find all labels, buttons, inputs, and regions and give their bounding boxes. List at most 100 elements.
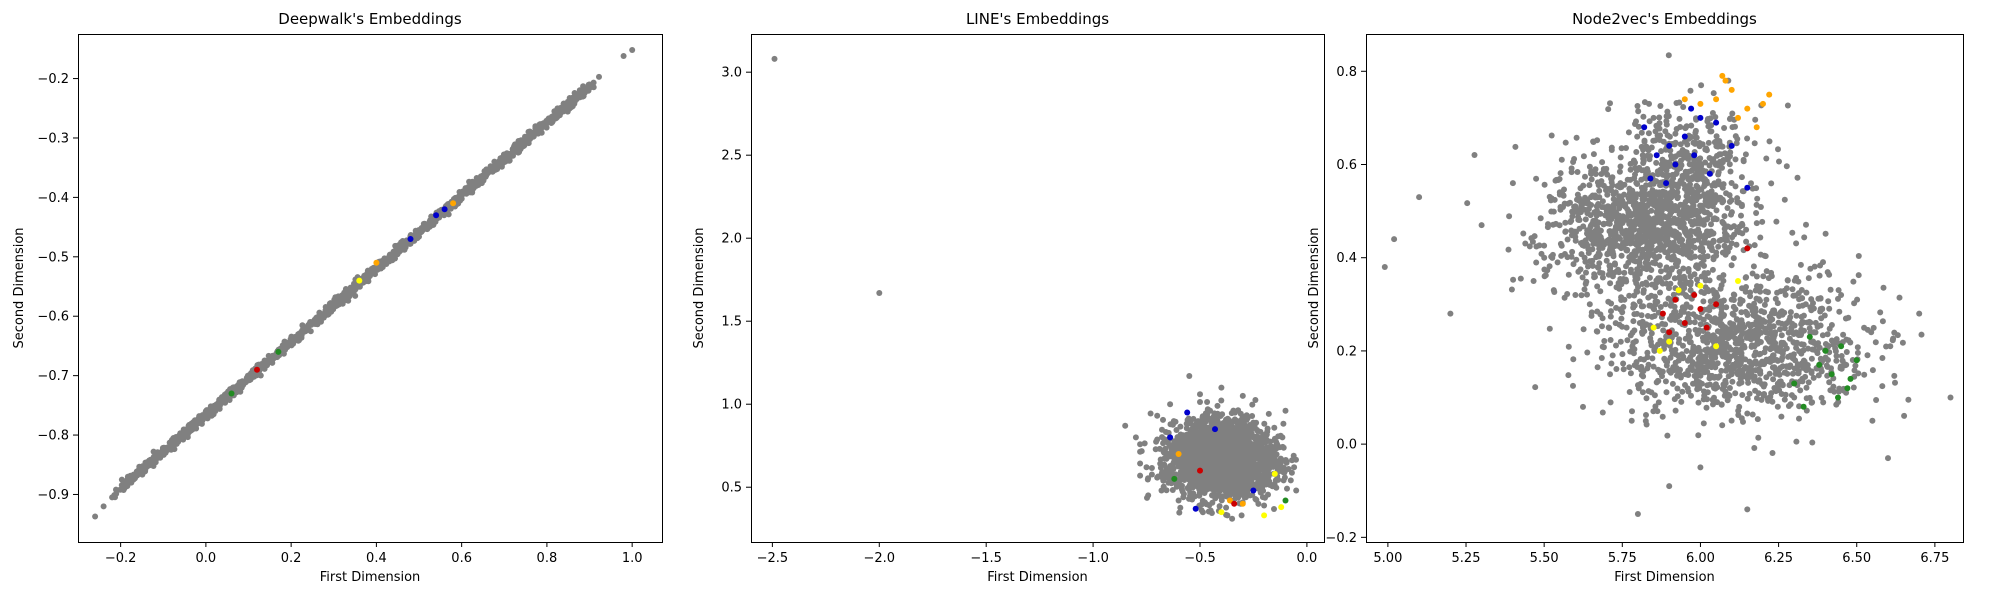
cloud-point [1789,229,1796,236]
cloud-point [1200,439,1207,446]
cloud-point [1783,163,1790,170]
cloud-point [1280,477,1287,484]
cloud-point [1600,221,1607,228]
x-tick-label: 0.2 [281,551,302,566]
cloud-point [1508,286,1515,293]
cloud-point [1748,180,1754,187]
cloud-point [1550,287,1557,294]
cloud-point [1261,420,1268,427]
cloud-point [543,119,550,126]
cloud-point [1179,457,1186,464]
x-tick-label: 0.0 [196,551,217,566]
cloud-point [177,431,184,438]
data-point-series-1 [1291,464,1298,471]
cloud-point [1594,283,1601,290]
cloud-point [1753,220,1760,227]
data-point-series-1 [548,117,555,124]
cloud-point [1213,438,1220,445]
cloud-point [1234,421,1241,428]
cloud-point [1237,410,1244,417]
cloud-point [1753,210,1760,216]
cloud-point [1554,259,1561,266]
chart-panel-2: −2.5 −2.0 −1.5 −1.0 −0.5 0.00.51.01.52.02.53.… [692,10,1325,585]
cloud-point [1180,438,1186,445]
cloud-point [1241,421,1248,428]
cloud-point [312,321,319,327]
cloud-point [1254,427,1261,434]
cloud-point [1162,445,1169,452]
cloud-point [1589,262,1596,269]
x-tick-label: −0.2 [105,551,137,566]
cloud-point [1224,512,1231,519]
cloud-point [1152,446,1159,453]
cloud-point [1794,174,1801,181]
cloud-point [1206,407,1213,414]
cloud-point [1275,463,1282,469]
cloud-point [1640,113,1647,120]
points-layer [771,55,1300,522]
cloud-point [1655,171,1661,178]
cloud-point [1244,415,1251,422]
cloud-point [1724,205,1731,211]
cloud-point [1624,337,1631,344]
cloud-point [1622,201,1629,208]
cloud-point [1225,417,1232,424]
cloud-point [1188,469,1195,476]
cloud-point [1237,428,1244,435]
cloud-point [1541,181,1548,188]
cloud-point [1751,242,1758,249]
cloud-point [1759,218,1766,225]
cloud-point [1186,482,1193,489]
data-point-series-1 [1207,507,1214,514]
cloud-point [352,284,359,291]
cloud-point [113,486,119,493]
cloud-point [1573,256,1580,263]
cloud-point [1656,262,1663,269]
cloud-point [1147,410,1154,417]
cloud-point [518,142,525,149]
cloud-point [1658,268,1664,275]
cloud-point [1252,469,1259,476]
cloud-point [1701,235,1708,242]
cloud-point [296,330,303,337]
cloud-point [1199,413,1206,420]
cloud-point [117,486,124,493]
data-point-series-1 [509,149,516,156]
data-point-series-1 [1175,497,1182,504]
data-point-series-5 [228,390,235,397]
data-point-series-1 [573,93,580,100]
data-point-series-2 [1192,505,1199,512]
cloud-point [1582,258,1589,265]
cloud-point [1757,234,1764,241]
cloud-point [1551,196,1558,203]
cloud-point [1243,432,1249,439]
data-point-series-2 [1212,426,1218,433]
data-point-series-1 [484,170,491,177]
data-point-series-5 [1278,504,1285,511]
cloud-point [251,372,258,379]
cloud-point [1254,480,1261,487]
cloud-point [1605,106,1612,113]
cloud-point [1271,424,1278,431]
cloud-point [506,154,513,161]
cloud-point [1269,455,1276,462]
cloud-point [1624,247,1631,254]
cloud-point [1222,453,1229,460]
cloud-point [1232,427,1239,434]
cloud-point [1590,151,1597,158]
y-tick-label: −0.2 [37,72,69,87]
data-point-series-4 [1231,500,1238,507]
y-tick-label: −0.8 [37,429,69,444]
cloud-point [1237,453,1243,460]
cloud-point [1181,477,1188,483]
cloud-point [417,229,424,236]
cloud-point [236,386,243,393]
y-tick-label: −0.4 [37,191,69,206]
data-point-series-4 [254,366,260,373]
cloud-point [1218,397,1225,404]
cloud-point [1599,159,1606,166]
cloud-point [1262,494,1268,501]
cloud-point [1204,475,1211,482]
data-point-series-1 [1132,434,1139,441]
cloud-point [1742,151,1749,158]
